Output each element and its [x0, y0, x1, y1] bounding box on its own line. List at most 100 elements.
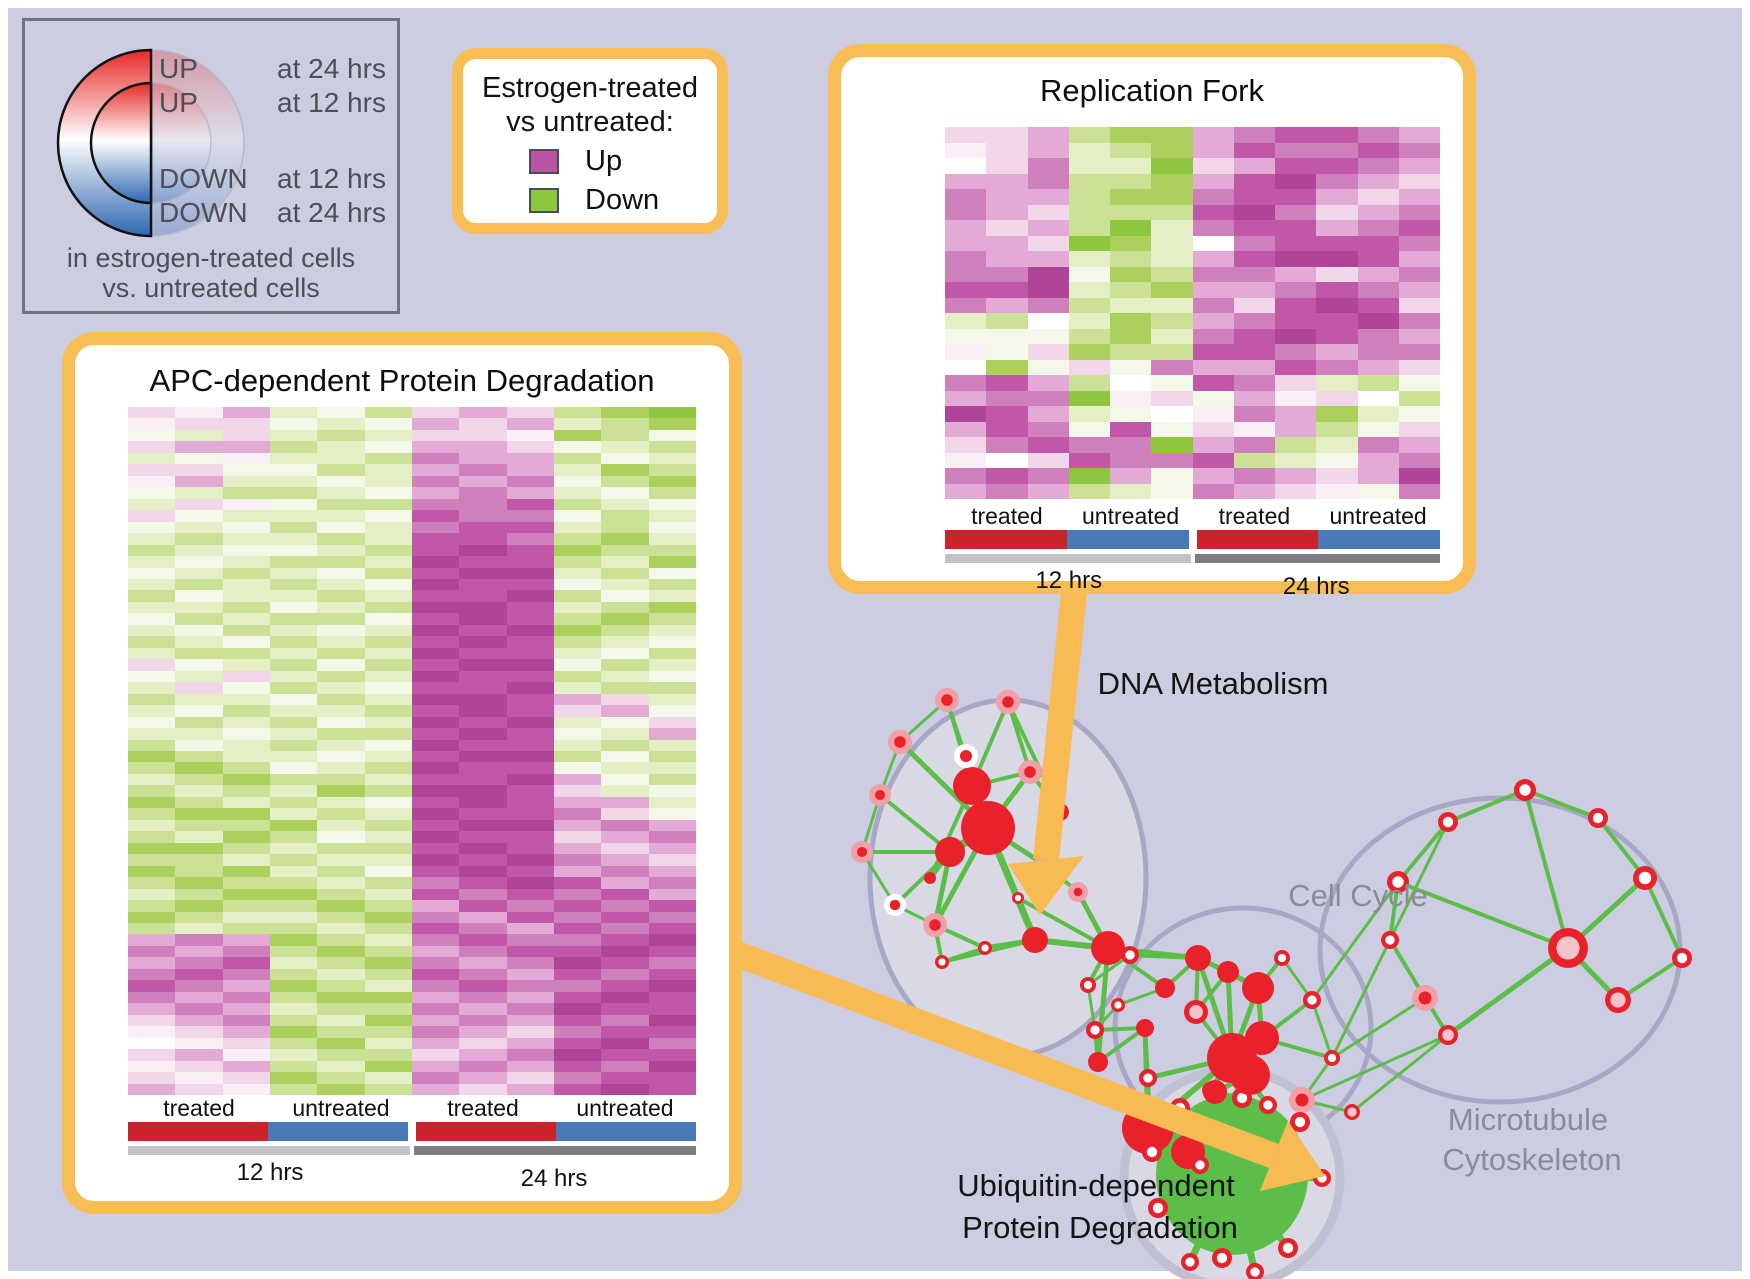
treated-bar: [128, 1122, 268, 1141]
heatmap-cell: [317, 693, 365, 706]
heatmap-cell: [269, 785, 318, 797]
heatmap-cell: [601, 831, 649, 843]
heatmap-cell: [459, 567, 507, 579]
heatmap-cell: [128, 819, 176, 832]
heatmap-cell: [317, 407, 365, 419]
heatmap-cell: [1357, 189, 1399, 205]
heatmap-cell: [1316, 220, 1358, 236]
cluster-label-0: DNA Metabolism: [1098, 666, 1329, 701]
heatmap-cell: [269, 544, 318, 557]
heatmap-cell: [1316, 189, 1358, 205]
network-edge: [1218, 1174, 1236, 1259]
heatmap-cell: [553, 728, 602, 740]
heatmap-cell: [411, 407, 460, 419]
heatmap-cell: [986, 204, 1028, 220]
heatmap-cell: [459, 533, 507, 545]
heatmap-cell: [175, 533, 223, 545]
heatmap-cell: [175, 991, 223, 1004]
heatmap-cell: [506, 556, 554, 568]
heatmap-cell: [175, 1014, 223, 1027]
heatmap-cell: [1357, 359, 1399, 375]
heatmap-cell: [1068, 297, 1110, 313]
heatmap-cell: [269, 705, 318, 717]
heatmap-cell: [506, 510, 554, 522]
heatmap-cell: [648, 464, 696, 476]
heatmap-cell: [411, 785, 460, 797]
heatmap-cell: [601, 1026, 649, 1038]
heatmap-cell: [128, 1083, 176, 1095]
heatmap-cell: [222, 670, 270, 683]
heatmap-cell: [1233, 421, 1275, 437]
heatmap-cell: [269, 773, 318, 786]
heatmap-cell: [222, 796, 270, 809]
heatmap-cell: [128, 578, 176, 591]
heatmap-cell: [1357, 127, 1399, 143]
heatmap-cell: [1068, 437, 1110, 453]
heatmap-cell: [459, 922, 507, 935]
heatmap-cell: [128, 1014, 176, 1027]
heatmap-cell: [411, 831, 460, 843]
heatmap-cell: [553, 498, 602, 511]
heatmap-cell: [222, 1083, 270, 1095]
heatmap-cell: [269, 911, 318, 923]
heatmap-cell: [269, 418, 318, 430]
heatmap-cell: [222, 934, 270, 946]
heatmap-cell: [222, 624, 270, 637]
heatmap-cell: [1027, 375, 1069, 391]
heatmap-cell: [317, 590, 365, 602]
heatmap-cell: [459, 945, 507, 958]
heatmap-cell: [553, 510, 602, 522]
heatmap-cell: [128, 464, 176, 476]
heatmap-cell: [459, 578, 507, 591]
heatmap-cell: [1068, 359, 1110, 375]
heatmap-cell: [1192, 297, 1234, 313]
heatmap-cell: [269, 739, 318, 751]
heatmap-cell: [317, 567, 365, 579]
network-edge: [1330, 939, 1392, 1059]
heatmap-cell: [364, 762, 412, 774]
group-label-untreated-12: untreated: [292, 1095, 390, 1121]
heatmap-cell: [986, 375, 1028, 391]
heatmap-cell: [459, 556, 507, 568]
heatmap-cell: [553, 567, 602, 579]
network-node: [953, 767, 991, 805]
heatmap-cell: [269, 980, 318, 992]
group-label-treated-24: treated: [1218, 503, 1291, 529]
heatmap-cell: [1027, 173, 1069, 189]
network-node: [924, 872, 936, 884]
heatmap-cell: [175, 705, 223, 717]
heatmap-cell: [506, 945, 554, 958]
heatmap-cell: [269, 728, 318, 740]
heatmap-cell: [1110, 328, 1152, 344]
heatmap-cell: [1275, 452, 1317, 468]
heatmap-cell: [128, 682, 176, 694]
heatmap-cell: [1275, 390, 1317, 406]
heatmap-cell: [459, 785, 507, 797]
group-label-untreated-24: untreated: [576, 1095, 674, 1121]
arrowhead-apc-to-ubiquitin: [1260, 1121, 1325, 1191]
heatmap-cell: [459, 452, 507, 465]
heatmap-cell: [1398, 158, 1440, 174]
heatmap-cell: [986, 344, 1028, 360]
heatmap-cell: [986, 158, 1028, 174]
heatmap-cell: [364, 991, 412, 1004]
network-node-center: [1090, 1025, 1100, 1035]
heatmap-cell: [986, 282, 1028, 298]
heatmap-cell: [1316, 282, 1358, 298]
heatmap-cell: [1357, 375, 1399, 391]
network-node-center: [981, 944, 989, 952]
heatmap-cell: [364, 647, 412, 660]
network-node-center: [1442, 816, 1454, 828]
heatmap-cell: [411, 900, 460, 912]
heatmap-cell: [459, 1037, 507, 1050]
heatmap-cell: [1068, 220, 1110, 236]
heatmap-cell: [553, 556, 602, 568]
heatmap-cell: [506, 429, 554, 442]
heatmap-cell: [648, 831, 696, 843]
heatmap-cell: [317, 968, 365, 981]
heatmap-cell: [1233, 266, 1275, 282]
heatmap-cell: [986, 313, 1028, 329]
heatmap-cell: [553, 945, 602, 958]
heatmap-cell: [648, 762, 696, 774]
heatmap-cell: [364, 487, 412, 499]
